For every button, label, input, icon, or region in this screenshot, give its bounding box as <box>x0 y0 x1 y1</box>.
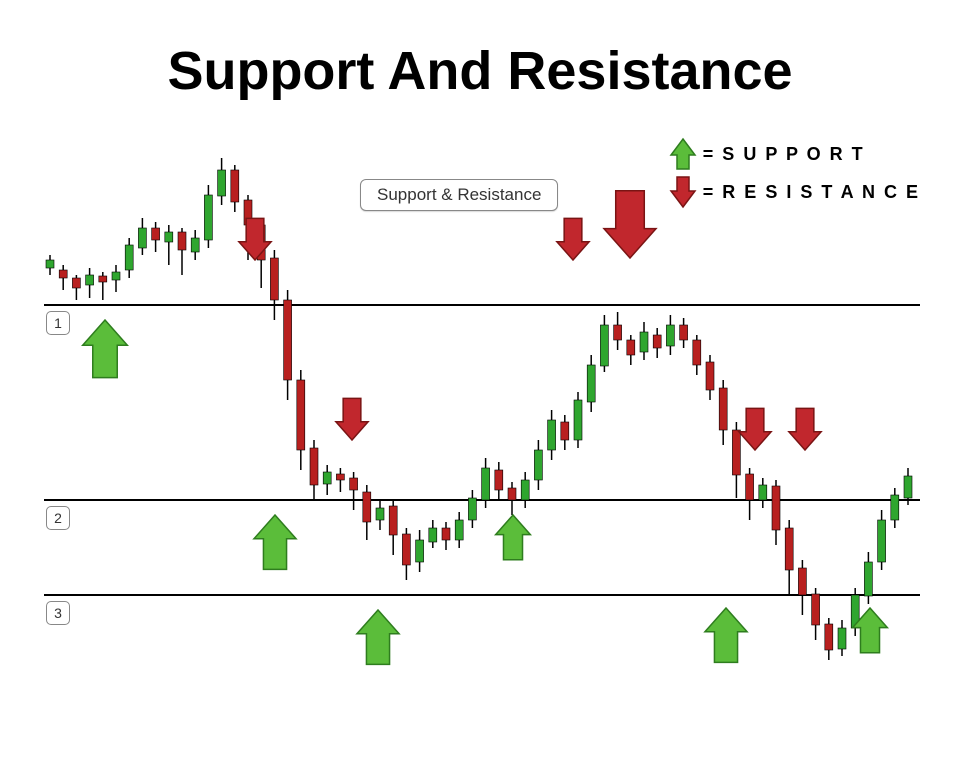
candles <box>46 158 912 660</box>
candlestick-chart <box>0 0 960 768</box>
level-badge: 3 <box>46 601 70 625</box>
resistance-arrow-icon <box>557 218 589 260</box>
support-arrow-icon <box>254 515 296 569</box>
resistance-arrow-icon <box>336 398 368 440</box>
level-badge: 2 <box>46 506 70 530</box>
support-arrow-icon <box>705 608 747 662</box>
support-arrow-icon <box>357 610 399 664</box>
resistance-arrow-icon <box>789 408 821 450</box>
arrows <box>83 191 888 665</box>
level-badge: 1 <box>46 311 70 335</box>
page: Support And Resistance Support & Resista… <box>0 0 960 768</box>
resistance-arrow-icon <box>739 408 771 450</box>
resistance-arrow-icon <box>604 191 656 258</box>
support-arrow-icon <box>496 515 531 560</box>
support-arrow-icon <box>83 320 128 378</box>
